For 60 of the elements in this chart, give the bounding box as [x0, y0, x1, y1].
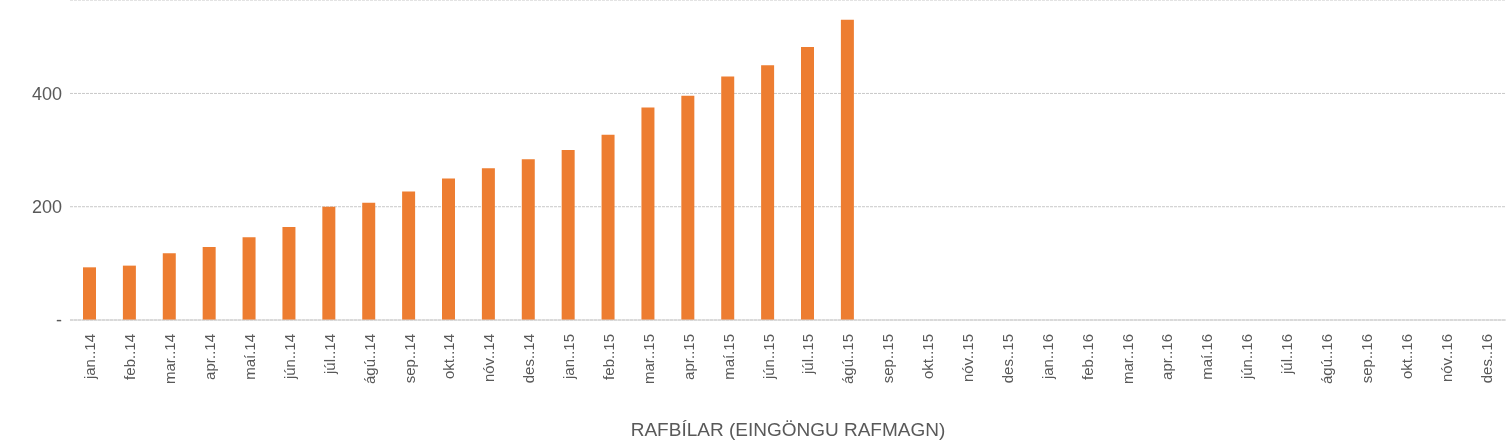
x-tick-label: feb..15: [600, 334, 617, 380]
x-tick-label: feb..14: [121, 334, 139, 380]
y-tick-label: 400: [31, 83, 62, 104]
y-tick-label: 200: [31, 197, 62, 218]
bar: [282, 227, 296, 320]
bar: [83, 267, 96, 320]
x-tick-label: apr..15: [679, 334, 697, 380]
bar: [641, 107, 655, 320]
x-tick-label: nóv..16: [1437, 334, 1455, 383]
x-tick-label: des..14: [520, 334, 538, 384]
x-tick-label: júl..16: [1278, 334, 1296, 376]
x-tick-label: okt..14: [440, 334, 458, 380]
x-tick-label: maí.15: [719, 334, 737, 380]
x-tick-label: apr..14: [201, 334, 219, 380]
bar: [122, 265, 136, 320]
bar: [442, 178, 455, 320]
x-axis-title: RAFBÍLAR (EINGÖNGU RAFMAGN): [630, 419, 946, 440]
x-tick-label: jún..15: [759, 334, 777, 381]
bar: [402, 191, 416, 320]
bar: [761, 65, 775, 320]
x-tick-label: feb..16: [1078, 334, 1096, 380]
x-tick-label: júl..15: [799, 334, 817, 376]
y-tick-label: -: [56, 310, 62, 331]
x-tick-label: mar..14: [161, 334, 179, 385]
x-tick-label: júl..14: [320, 334, 338, 376]
x-tick-label: sep..16: [1357, 334, 1375, 384]
x-tick-label: apr..16: [1158, 334, 1176, 380]
x-tick-label: nóv..14: [480, 334, 498, 383]
bar: [242, 237, 256, 320]
bar: [840, 19, 854, 320]
bar: [362, 202, 376, 320]
x-tick-label: ágú..15: [839, 334, 857, 385]
x-tick-label: sep..14: [400, 334, 418, 384]
bar: [801, 47, 814, 320]
x-tick-label: okt..15: [919, 334, 937, 380]
x-tick-label: sep..15: [879, 334, 897, 384]
bar: [322, 206, 336, 320]
x-tick-label: nóv..15: [959, 334, 976, 383]
bar: [162, 253, 176, 320]
x-tick-label: ágú..14: [360, 334, 378, 385]
x-tick-label: ágú..16: [1318, 334, 1335, 385]
bar: [721, 76, 735, 320]
bar: [681, 95, 695, 320]
x-tick-label: des..15: [998, 334, 1016, 384]
bar: [481, 168, 495, 320]
bar: [202, 246, 216, 320]
bar: [561, 150, 575, 320]
x-tick-label: jún..14: [280, 334, 298, 381]
x-tick-label: des..16: [1477, 334, 1495, 384]
x-tick-label: mar..15: [639, 334, 657, 385]
x-tick-label: maí.14: [241, 334, 258, 380]
x-tick-label: jan..16: [1038, 334, 1056, 381]
x-tick-label: jún..16: [1238, 334, 1256, 381]
x-tick-label: jan..14: [81, 334, 99, 381]
x-tick-label: jan..15: [560, 334, 578, 381]
x-tick-label: okt..16: [1397, 334, 1415, 380]
x-tick-label: mar..16: [1118, 334, 1136, 385]
bar: [601, 134, 615, 320]
bar: [521, 159, 535, 320]
x-tick-label: maí.16: [1198, 334, 1216, 380]
